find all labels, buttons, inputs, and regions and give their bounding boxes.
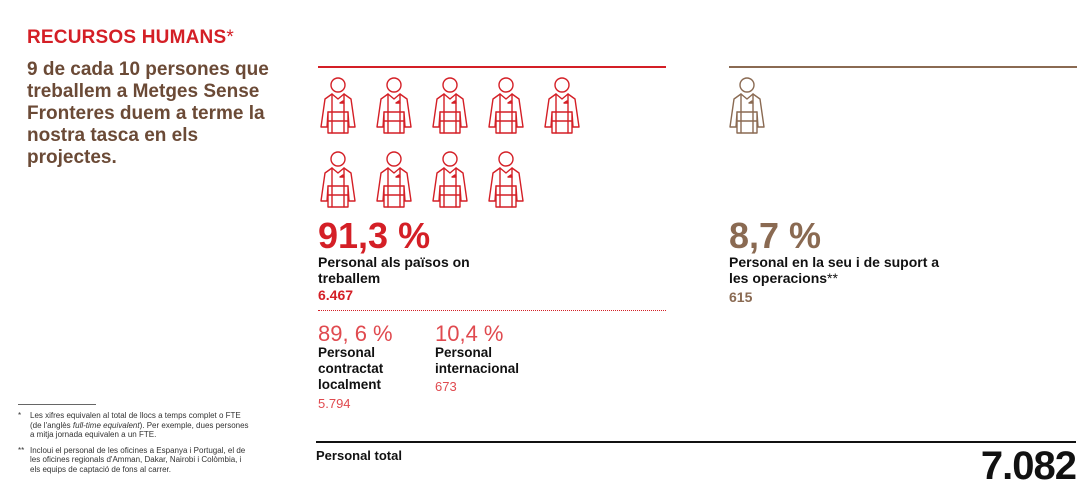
- office-percent: 8,7 %: [729, 215, 822, 256]
- person-icon: [486, 76, 526, 136]
- field-top-rule: [318, 66, 666, 68]
- office-label: Personal en la seu i de suport a les ope…: [729, 254, 959, 286]
- person-icon: [318, 76, 358, 136]
- local-label: Personal contractat localment: [318, 345, 384, 392]
- total-value: 7.082: [980, 444, 1077, 488]
- footnote-divider: [18, 404, 96, 405]
- footnote-mark: **: [18, 445, 25, 455]
- person-icon: [727, 76, 767, 136]
- footnote-mark: *: [18, 411, 22, 420]
- office-label-text: Personal en la seu i de suport a les ope…: [729, 254, 940, 286]
- person-icon: [374, 150, 414, 210]
- international-percent: 10,4 %: [435, 321, 504, 346]
- person-icon: [374, 76, 414, 136]
- footnote-text-part: Les xifres equivalen al total de llocs a…: [30, 411, 241, 430]
- person-icon: [542, 76, 582, 136]
- field-percent: 91,3 %: [318, 215, 431, 256]
- field-count: 6.467: [318, 287, 354, 303]
- footnote-text-italic: full-time equivalent: [72, 420, 140, 430]
- footnote-text: Incloui el personal de les oficines a Es…: [30, 445, 246, 474]
- office-label-mark: **: [827, 270, 838, 286]
- field-staff-icons: [318, 76, 608, 224]
- icon-row: [318, 76, 608, 136]
- section-title-mark: *: [226, 27, 234, 48]
- section-title: RECURSOS HUMANS: [27, 27, 227, 48]
- footnote-1: * Les xifres equivalen al total de llocs…: [18, 411, 253, 440]
- person-icon: [430, 150, 470, 210]
- footnote-text-part: ). Per exemple, dues persones a mitja jo…: [30, 420, 249, 440]
- icon-row: [318, 150, 608, 210]
- footnote-text: Les xifres equivalen al total de llocs a…: [30, 411, 253, 440]
- section-heading: RECURSOS HUMANS*: [27, 27, 234, 49]
- icon-row: [727, 76, 767, 136]
- local-percent: 89, 6 %: [318, 321, 393, 346]
- footnotes: * Les xifres equivalen al total de llocs…: [18, 404, 253, 480]
- office-top-rule: [729, 66, 1077, 68]
- office-staff-icons: [727, 76, 767, 150]
- total-label: Personal total: [316, 448, 402, 463]
- person-icon: [486, 150, 526, 210]
- field-label: Personal als països on treballem: [318, 254, 470, 286]
- footnote-2: ** Incloui el personal de les oficines a…: [18, 446, 253, 475]
- intro-text: 9 de cada 10 persones que treballem a Me…: [27, 59, 269, 168]
- total-rule: [316, 441, 1076, 443]
- international-label: Personal internacional: [435, 345, 520, 376]
- person-icon: [318, 150, 358, 210]
- local-count: 5.794: [318, 396, 351, 411]
- field-dotted-divider: [318, 310, 666, 311]
- office-count: 615: [729, 289, 753, 305]
- international-count: 673: [435, 379, 457, 394]
- person-icon: [430, 76, 470, 136]
